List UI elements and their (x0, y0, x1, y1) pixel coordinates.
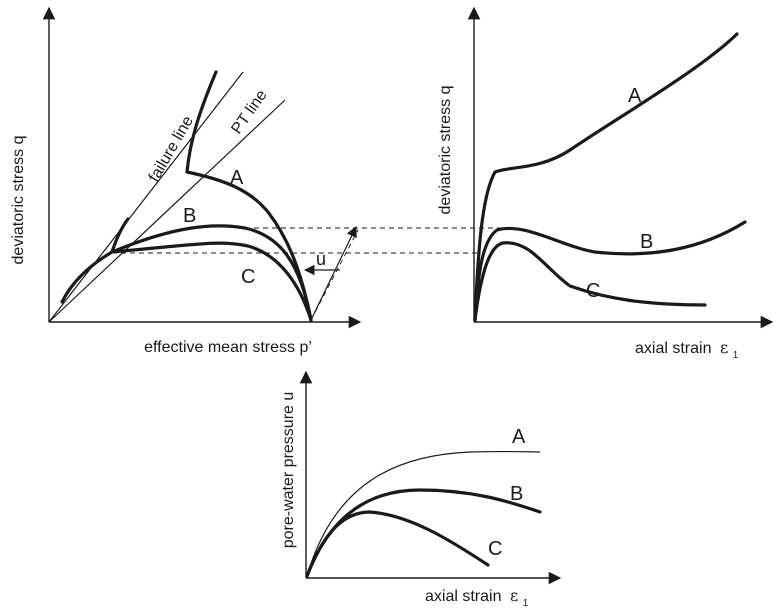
stress-strain-label-b: B (640, 231, 653, 253)
pore-pressure-curve-b (305, 488, 542, 578)
stress-strain-x-label: axial strain ε 1 (635, 338, 739, 361)
stress-path-curve-b (110, 217, 313, 322)
pt-line-label: PT line (228, 87, 270, 137)
pore-pressure-panel: pore-water pressure u axial strain ε 1 A… (280, 370, 562, 608)
failure-line (48, 71, 244, 323)
stress-path-curve-a (185, 70, 313, 322)
stress-path-curve-c (60, 241, 313, 322)
pore-pressure-label-b: B (510, 483, 523, 505)
dashed-total-path (310, 229, 359, 321)
pt-line (48, 99, 286, 323)
stress-path-x-label: effective mean stress p’ (144, 339, 312, 356)
stress-strain-epsilon: ε (720, 338, 728, 357)
stress-strain-panel: deviatoric stress q axial strain ε 1 A B… (437, 6, 774, 361)
pore-pressure-subscript: 1 (523, 598, 529, 608)
pore-pressure-curve-a (306, 450, 541, 577)
stress-strain-label-a: A (628, 85, 642, 107)
stress-strain-label-c: C (586, 280, 600, 302)
stress-path-y-label: deviatoric stress q (10, 136, 27, 265)
pore-pressure-x-label: axial strain ε 1 (425, 586, 529, 608)
stress-path-label-b: B (183, 205, 196, 227)
u-label: u (316, 249, 326, 269)
stress-strain-curve-c (473, 241, 707, 322)
stress-strain-y-label: deviatoric stress q (437, 86, 454, 215)
u-arrow-line (310, 226, 357, 321)
pore-pressure-curve-c (305, 510, 490, 578)
pore-pressure-y-label: pore-water pressure u (280, 392, 297, 549)
pore-pressure-x-label-text: axial strain (425, 588, 501, 605)
stress-strain-x-label-text: axial strain (635, 340, 711, 357)
stress-strain-subscript: 1 (733, 350, 739, 361)
pore-pressure-label-a: A (512, 426, 526, 448)
stress-strain-curve-a (473, 32, 739, 322)
stress-path-label-a: A (230, 167, 244, 189)
pore-pressure-epsilon: ε (510, 586, 518, 605)
stress-path-label-c: C (241, 266, 255, 288)
stress-path-panel: deviatoric stress q effective mean stres… (10, 6, 500, 356)
pore-pressure-label-c: C (488, 538, 502, 560)
stress-strain-curve-b (473, 220, 747, 322)
